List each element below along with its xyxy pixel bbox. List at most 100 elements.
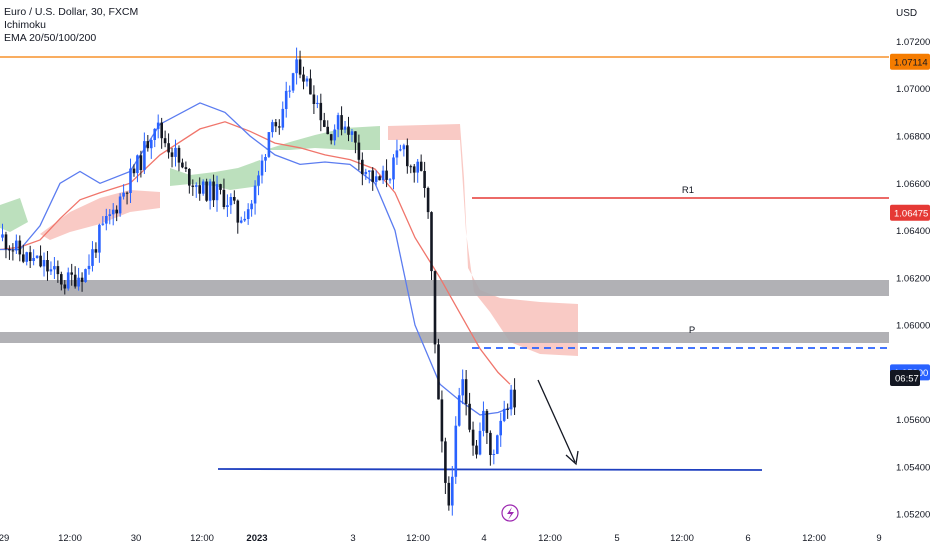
candle-body bbox=[153, 128, 156, 140]
grey-zone-1 bbox=[0, 280, 889, 296]
x-tick-label: 12:00 bbox=[802, 533, 826, 544]
y-tick-label: 1.06800 bbox=[896, 132, 930, 143]
candle-body bbox=[188, 169, 191, 186]
candle-body bbox=[15, 240, 18, 251]
candle-body bbox=[406, 145, 409, 167]
candle-body bbox=[136, 155, 139, 174]
candle-body bbox=[184, 167, 188, 169]
candle-body bbox=[191, 185, 195, 187]
symbol-title[interactable]: Euro / U.S. Dollar, 30, FXCM bbox=[4, 6, 139, 18]
candle-body bbox=[150, 140, 153, 149]
cloud-green-early bbox=[0, 198, 28, 232]
candle-body bbox=[364, 171, 368, 175]
candle-body bbox=[471, 429, 475, 446]
time-badge-text: 06:57 bbox=[895, 374, 919, 385]
candle-body bbox=[243, 218, 246, 221]
candle-body bbox=[499, 420, 502, 436]
candle-body bbox=[291, 73, 295, 91]
r1-label: R1 bbox=[682, 185, 694, 196]
x-tick-label: 12:00 bbox=[406, 533, 430, 544]
candle-body bbox=[461, 379, 464, 396]
x-tick-label: 12:00 bbox=[190, 533, 214, 544]
candle-body bbox=[174, 147, 177, 157]
x-tick-label: 30 bbox=[131, 533, 142, 544]
candle-body bbox=[201, 181, 205, 194]
y-tick-label: 1.05200 bbox=[896, 510, 930, 521]
candle-body bbox=[257, 175, 260, 186]
candle-body bbox=[125, 192, 129, 194]
candle-body bbox=[475, 445, 478, 455]
candle-body bbox=[392, 157, 395, 180]
chart-legend: Euro / U.S. Dollar, 30, FXCM Ichimoku EM… bbox=[4, 6, 138, 45]
candle-body bbox=[77, 277, 80, 287]
candle-body bbox=[440, 399, 444, 442]
badge-top-text: 1.07114 bbox=[894, 57, 928, 68]
candle-body bbox=[509, 389, 513, 410]
arrow-shaft bbox=[537, 379, 576, 463]
candle-body bbox=[340, 115, 343, 130]
candle-body bbox=[281, 108, 285, 128]
candle-body bbox=[222, 189, 226, 207]
candle-body bbox=[329, 134, 333, 141]
candle-body bbox=[18, 240, 22, 255]
candle-body bbox=[278, 126, 281, 128]
x-tick-label: 29 bbox=[0, 533, 9, 544]
ema-slow-line bbox=[0, 121, 511, 385]
x-tick-label: 12:00 bbox=[538, 533, 562, 544]
candle-body bbox=[73, 274, 77, 287]
candle-body bbox=[319, 102, 323, 121]
badge-r1-text: 1.06475 bbox=[894, 208, 928, 219]
candle-body bbox=[236, 200, 240, 223]
candle-body bbox=[94, 249, 98, 253]
candle-body bbox=[357, 142, 361, 160]
candle-body bbox=[447, 482, 451, 506]
candle-body bbox=[215, 184, 219, 201]
candle-body bbox=[385, 170, 388, 180]
candles-layer bbox=[1, 47, 516, 516]
candle-body bbox=[399, 149, 402, 151]
candle-body bbox=[454, 425, 458, 477]
candle-body bbox=[219, 184, 222, 190]
candle-body bbox=[143, 141, 146, 171]
candle-body bbox=[312, 94, 316, 104]
indicator-ichimoku[interactable]: Ichimoku bbox=[4, 19, 47, 31]
candle-body bbox=[163, 138, 167, 144]
candle-body bbox=[468, 403, 471, 430]
candle-body bbox=[70, 272, 73, 275]
candle-body bbox=[381, 170, 385, 181]
candle-body bbox=[28, 252, 32, 261]
candle-body bbox=[167, 143, 170, 153]
candle-body bbox=[115, 209, 118, 214]
x-tick-label: 3 bbox=[350, 533, 355, 544]
candle-body bbox=[274, 122, 278, 127]
candle-body bbox=[430, 212, 433, 272]
candle-body bbox=[485, 410, 489, 433]
y-tick-label: 1.06000 bbox=[896, 321, 930, 332]
candle-body bbox=[433, 271, 437, 345]
candle-body bbox=[323, 120, 326, 127]
badge-top-bg bbox=[890, 53, 930, 70]
currency-label: USD bbox=[896, 8, 917, 19]
candle-body bbox=[419, 161, 423, 171]
candle-body bbox=[42, 260, 46, 267]
candle-body bbox=[271, 122, 274, 133]
candle-body bbox=[198, 185, 201, 194]
candle-body bbox=[105, 216, 108, 224]
candle-body bbox=[264, 157, 267, 161]
candle-body bbox=[66, 272, 70, 289]
candle-body bbox=[368, 170, 371, 172]
candle-body bbox=[482, 410, 485, 431]
candle-body bbox=[4, 234, 8, 250]
candle-body bbox=[111, 209, 115, 215]
candle-body bbox=[80, 277, 84, 282]
candle-body bbox=[63, 284, 67, 289]
candle-body bbox=[195, 185, 198, 187]
cloud-red-early bbox=[40, 190, 160, 240]
indicator-ema[interactable]: EMA 20/50/100/200 bbox=[4, 32, 97, 44]
y-tick-label: 1.06600 bbox=[896, 179, 930, 190]
candle-body bbox=[343, 126, 347, 130]
candle-body bbox=[426, 188, 430, 213]
candle-body bbox=[53, 266, 56, 270]
